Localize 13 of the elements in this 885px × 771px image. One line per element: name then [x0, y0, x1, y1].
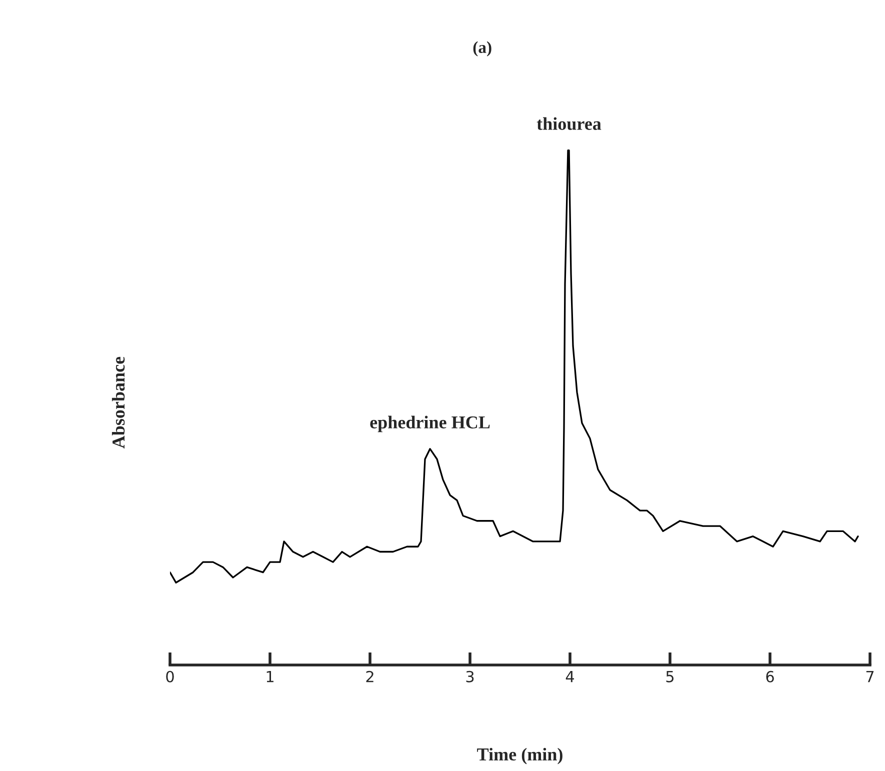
x-tick-label: 6 — [766, 670, 774, 682]
x-axis-title: Time (min) — [477, 748, 562, 764]
x-tick-label: 1 — [266, 671, 274, 682]
x-tick-label: 0 — [166, 670, 174, 682]
y-axis-title: Absorbance — [112, 356, 125, 448]
chart-title: (a) — [473, 41, 492, 56]
x-tick-label: 4 — [566, 671, 574, 682]
x-tick-label: 7 — [866, 671, 874, 682]
x-tick-label: 3 — [466, 670, 474, 682]
x-tick-label: 2 — [366, 670, 374, 682]
annotation: ephedrine HCL — [370, 416, 490, 432]
x-tick-label: 5 — [666, 671, 674, 682]
annotation: thiourea — [536, 117, 602, 130]
